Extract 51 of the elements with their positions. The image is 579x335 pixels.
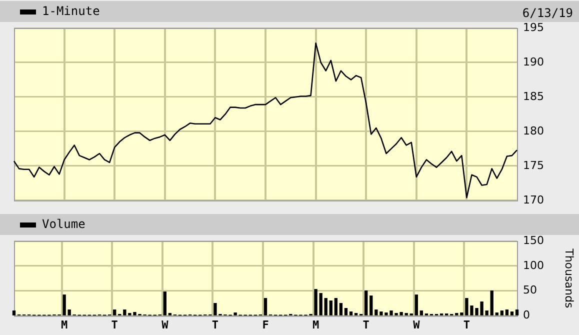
x-tick-label: W bbox=[162, 318, 169, 332]
bar bbox=[505, 309, 509, 316]
bar bbox=[319, 293, 322, 316]
bar bbox=[420, 310, 424, 316]
x-tick-label: T bbox=[111, 318, 118, 332]
bar bbox=[510, 311, 514, 316]
bar bbox=[344, 308, 348, 316]
bar bbox=[500, 310, 504, 316]
y-tick-label: 175 bbox=[523, 158, 544, 172]
x-tick-label: M bbox=[60, 318, 68, 332]
bar bbox=[68, 309, 71, 316]
legend-label: 1-Minute bbox=[42, 4, 100, 18]
x-tick-label: T bbox=[362, 318, 370, 332]
bar bbox=[515, 309, 519, 316]
bar bbox=[113, 309, 116, 316]
bar bbox=[364, 290, 368, 316]
bar bbox=[168, 312, 172, 316]
bar bbox=[490, 290, 494, 316]
y-tick-label: 195 bbox=[523, 20, 544, 34]
bar bbox=[123, 309, 126, 316]
bar bbox=[329, 300, 332, 316]
bar bbox=[370, 296, 373, 316]
bar bbox=[264, 298, 268, 316]
bar bbox=[349, 311, 353, 316]
y-axis-title: Thousands bbox=[562, 248, 576, 308]
x-tick-label: W bbox=[413, 318, 420, 332]
x-tick-label: M bbox=[312, 318, 320, 332]
bar bbox=[334, 298, 338, 316]
bar bbox=[404, 312, 408, 316]
x-tick-label: T bbox=[212, 318, 219, 332]
y-tick-label: 170 bbox=[523, 193, 544, 206]
bar bbox=[414, 294, 418, 316]
bar bbox=[12, 310, 16, 316]
bar bbox=[374, 309, 378, 316]
bar bbox=[495, 312, 498, 316]
bar bbox=[324, 298, 328, 316]
x-tick-label: T bbox=[463, 318, 470, 332]
bar bbox=[163, 292, 166, 316]
y-tick-label: 190 bbox=[523, 55, 544, 68]
y-tick-label: 150 bbox=[523, 234, 544, 247]
bar bbox=[455, 312, 458, 316]
x-tick-label: F bbox=[262, 318, 269, 332]
bar bbox=[339, 303, 343, 316]
y-tick-label: 185 bbox=[523, 90, 544, 103]
y-tick-label: 100 bbox=[523, 258, 544, 272]
y-tick-label: 180 bbox=[523, 124, 544, 138]
bar bbox=[354, 312, 358, 316]
y-tick-label: 0 bbox=[523, 308, 530, 322]
y-tick-label: 50 bbox=[523, 284, 537, 297]
text: 6/13/19 bbox=[522, 6, 573, 20]
legend-label: Volume bbox=[42, 217, 86, 232]
